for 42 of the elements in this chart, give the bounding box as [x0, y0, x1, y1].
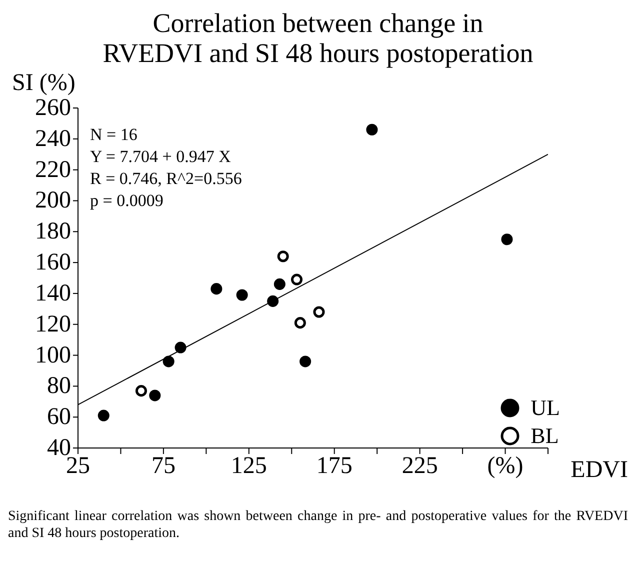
point: [501, 234, 513, 246]
x-tick-label: 225: [402, 453, 438, 480]
x-tick-label: 175: [316, 453, 352, 480]
text: Significant linear correlation was shown between change in pre- and postoperative values for the RVEDVI and SI 48 hours postoperation.: [8, 508, 628, 542]
point: [149, 390, 161, 402]
annotation: N = 16: [90, 124, 138, 146]
x-tick-label: 125: [230, 453, 267, 480]
legend-label: BL: [530, 423, 559, 449]
annotation: R = 0.746, R^2=0.556: [90, 168, 242, 190]
x-axis-title: EDVI: [570, 457, 628, 484]
point: [300, 356, 312, 368]
point: [135, 385, 147, 397]
annotation: p = 0.0009: [90, 190, 164, 212]
y-tick-label: 220: [35, 156, 71, 183]
point: [291, 274, 303, 286]
y-tick-label: 180: [35, 218, 71, 245]
x-tick-label: 75: [151, 453, 176, 480]
point: [313, 306, 325, 318]
point: [174, 342, 186, 354]
x-tick-label: (%): [487, 453, 524, 480]
point: [277, 250, 289, 262]
point: [366, 124, 378, 136]
chart-title: Correlation between change in RVEDVI and SI 48 hours postoperation: [102, 8, 534, 68]
legend-label: UL: [530, 395, 560, 421]
annotation: Y = 7.704 + 0.947 X: [90, 146, 232, 168]
point: [274, 278, 286, 290]
y-tick-label: 160: [35, 250, 71, 276]
point: [294, 317, 306, 329]
point: [267, 295, 279, 307]
point: [98, 410, 110, 422]
y-axis-title: SI (%): [12, 70, 76, 97]
y-tick-label: 240: [35, 126, 71, 152]
y-tick-label: 140: [35, 280, 71, 306]
y-tick-label: 100: [35, 342, 71, 368]
point: [210, 283, 222, 295]
point: [236, 289, 248, 301]
y-tick-label: 80: [47, 373, 71, 400]
y-tick-label: 200: [35, 188, 71, 214]
y-tick-label: 260: [35, 95, 71, 121]
y-tick-label: 120: [35, 311, 71, 338]
point: [162, 356, 174, 368]
y-tick-label: 60: [47, 404, 71, 430]
